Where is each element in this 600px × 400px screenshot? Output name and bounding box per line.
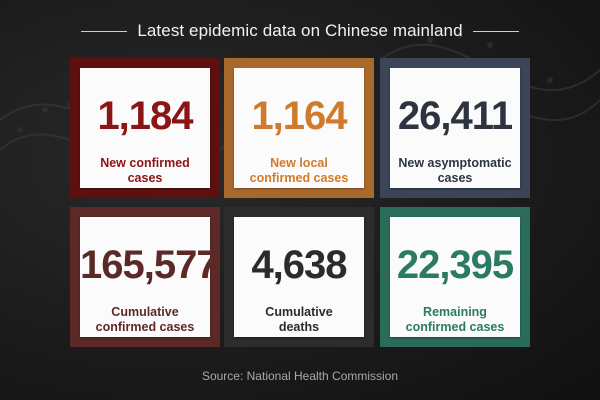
card-label-line2: confirmed cases <box>249 171 349 185</box>
header-line-left <box>81 30 128 32</box>
card-panel: 26,411 New asymptomatic cases <box>390 68 520 188</box>
card-label: Cumulative confirmed cases <box>80 305 210 335</box>
card-label-line2: confirmed cases <box>405 320 505 334</box>
card-label-line1: New asymptomatic <box>398 156 512 170</box>
card-label: New confirmed cases <box>80 156 210 186</box>
card-label: Cumulative deaths <box>234 305 364 335</box>
card-label-line2: cases <box>127 171 163 185</box>
card-value: 1,164 <box>251 94 347 138</box>
card-label-line1: New confirmed <box>100 156 190 170</box>
header: Latest epidemic data on Chinese mainland <box>0 18 600 44</box>
card-panel: 1,164 New local confirmed cases <box>234 68 364 188</box>
source-note: Source: National Health Commission <box>201 369 399 383</box>
card-label-line1: Cumulative <box>111 305 179 319</box>
card-label-line2: cases <box>437 171 473 185</box>
card-panel: 22,395 Remaining confirmed cases <box>390 217 520 337</box>
card-label-line2: deaths <box>278 320 320 334</box>
card-new-local-confirmed: 1,164 New local confirmed cases <box>224 58 374 198</box>
card-cumulative-deaths: 4,638 Cumulative deaths <box>224 207 374 347</box>
card-cumulative-confirmed: 165,577 Cumulative confirmed cases <box>70 207 220 347</box>
card-label: New asymptomatic cases <box>390 156 520 186</box>
card-value: 4,638 <box>251 243 347 287</box>
card-label-line1: New local <box>270 156 328 170</box>
card-panel: 1,184 New confirmed cases <box>80 68 210 188</box>
card-new-asymptomatic: 26,411 New asymptomatic cases <box>380 58 530 198</box>
card-label-line2: confirmed cases <box>95 320 195 334</box>
page-title: Latest epidemic data on Chinese mainland <box>137 21 463 40</box>
card-panel: 4,638 Cumulative deaths <box>234 217 364 337</box>
card-label: New local confirmed cases <box>234 156 364 186</box>
card-label-line1: Remaining <box>423 305 487 319</box>
card-label-line1: Cumulative <box>265 305 333 319</box>
card-panel: 165,577 Cumulative confirmed cases <box>80 217 219 337</box>
card-value: 22,395 <box>396 243 514 287</box>
header-line-right <box>472 30 519 32</box>
card-new-confirmed: 1,184 New confirmed cases <box>70 58 220 198</box>
card-value: 26,411 <box>397 94 513 138</box>
card-label: Remaining confirmed cases <box>390 305 520 335</box>
card-value: 165,577 <box>80 243 219 287</box>
card-remaining-confirmed: 22,395 Remaining confirmed cases <box>380 207 530 347</box>
card-value: 1,184 <box>97 94 193 138</box>
